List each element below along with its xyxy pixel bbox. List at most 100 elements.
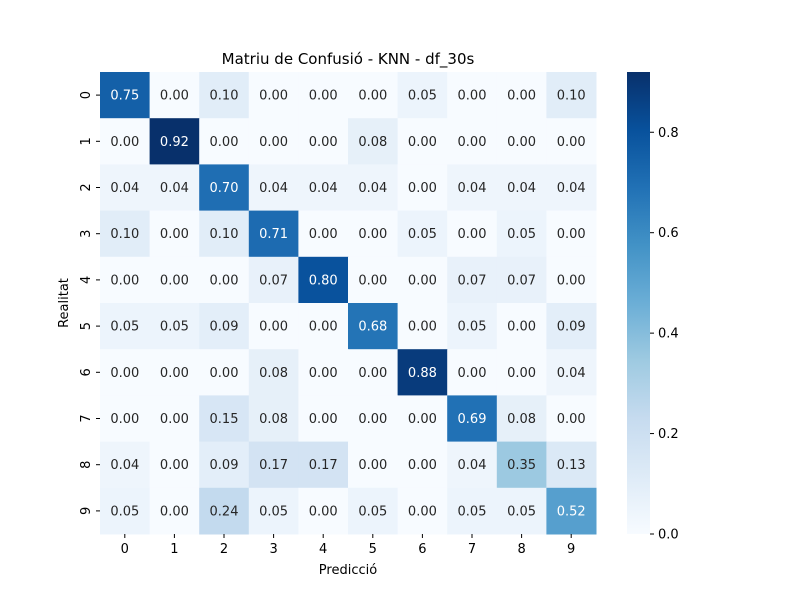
heatmap-cell — [348, 395, 399, 443]
x-axis-ticks: 0 1 2 3 4 5 6 7 8 9 — [121, 534, 575, 557]
heatmap-cell — [248, 395, 299, 443]
cell-value-label: 0.00 — [507, 135, 536, 150]
cell-value-label: 0.00 — [507, 320, 536, 335]
cell-value-label: 0.00 — [110, 135, 139, 150]
cell-value-label: 0.05 — [507, 504, 536, 519]
x-tick-label: 6 — [418, 542, 426, 557]
cell-value-label: 0.05 — [458, 320, 487, 335]
cell-value-label: 0.70 — [210, 181, 239, 196]
heatmap-cell — [298, 256, 349, 304]
heatmap-cells: 0.75 0.00 0.10 0.00 0.00 0.00 0.05 0.00 0.00 0.10… — [100, 72, 597, 535]
cell-value-label: 0.00 — [309, 227, 338, 242]
cell-value-label: 0.00 — [408, 181, 437, 196]
heatmap-cell — [348, 210, 399, 258]
cell-value-label: 0.00 — [507, 89, 536, 104]
heatmap-cell — [100, 487, 151, 535]
cell-value-label: 0.00 — [557, 273, 586, 288]
cell-value-label: 0.09 — [557, 320, 586, 335]
heatmap-cell — [298, 72, 349, 119]
cell-value-label: 0.00 — [408, 412, 437, 427]
x-tick-label: 2 — [220, 542, 228, 557]
heatmap-cell — [248, 303, 299, 350]
colorbar — [627, 72, 650, 534]
cell-value-label: 0.05 — [110, 504, 139, 519]
heatmap-cell — [298, 164, 349, 212]
heatmap-cell — [397, 164, 448, 212]
cell-value-label: 0.00 — [309, 366, 338, 381]
y-tick-label: 9 — [79, 507, 94, 515]
heatmap-cell — [447, 256, 498, 304]
heatmap-cell — [397, 72, 448, 119]
heatmap-cell — [248, 441, 299, 489]
heatmap-cell — [298, 487, 349, 535]
cell-value-label: 0.75 — [110, 89, 139, 104]
heatmap-cell — [348, 303, 399, 350]
cell-value-label: 0.00 — [259, 320, 288, 335]
cell-value-label: 0.10 — [110, 227, 139, 242]
heatmap-cell — [397, 395, 448, 443]
heatmap-cell — [248, 164, 299, 212]
heatmap-cell — [149, 164, 200, 212]
cell-value-label: 0.04 — [557, 181, 586, 196]
heatmap-cell — [447, 210, 498, 258]
heatmap-cell — [348, 72, 399, 119]
cell-value-label: 0.00 — [458, 366, 487, 381]
cell-value-label: 0.04 — [110, 458, 139, 473]
heatmap-cell — [546, 256, 597, 304]
cell-value-label: 0.00 — [507, 366, 536, 381]
heatmap-cell — [199, 164, 250, 212]
cell-value-label: 0.00 — [458, 89, 487, 104]
cell-value-label: 0.07 — [507, 273, 536, 288]
heatmap-cell — [248, 210, 299, 258]
x-tick-label: 4 — [319, 542, 327, 557]
heatmap-cell — [100, 349, 151, 396]
heatmap-cell — [149, 303, 200, 350]
cell-value-label: 0.00 — [458, 135, 487, 150]
colorbar-tick-label: 0.4 — [658, 327, 679, 342]
heatmap-cell — [248, 349, 299, 396]
heatmap-cell — [149, 395, 200, 443]
cell-value-label: 0.00 — [358, 273, 387, 288]
heatmap-cell — [397, 210, 448, 258]
cell-value-label: 0.10 — [557, 89, 586, 104]
heatmap-cell — [496, 210, 547, 258]
y-tick-label: 3 — [79, 230, 94, 238]
cell-value-label: 0.00 — [358, 227, 387, 242]
heatmap-cell — [199, 118, 250, 165]
cell-value-label: 0.00 — [309, 504, 338, 519]
heatmap-cell — [397, 256, 448, 304]
cell-value-label: 0.04 — [160, 181, 189, 196]
y-tick-label: 8 — [79, 461, 94, 469]
cell-value-label: 0.04 — [358, 181, 387, 196]
heatmap-cell — [100, 256, 151, 304]
heatmap-cell — [149, 256, 200, 304]
cell-value-label: 0.24 — [210, 504, 239, 519]
cell-value-label: 0.04 — [458, 181, 487, 196]
heatmap-cell — [496, 72, 547, 119]
heatmap-cell — [496, 303, 547, 350]
cell-value-label: 0.04 — [557, 366, 586, 381]
cell-value-label: 0.00 — [408, 135, 437, 150]
cell-value-label: 0.05 — [507, 227, 536, 242]
cell-value-label: 0.04 — [259, 181, 288, 196]
heatmap-cell — [447, 487, 498, 535]
cell-value-label: 0.05 — [358, 504, 387, 519]
y-axis-ticks: 0 1 2 3 4 5 6 7 8 9 — [79, 91, 100, 515]
cell-value-label: 0.00 — [358, 458, 387, 473]
colorbar-tick-label: 0.6 — [658, 226, 679, 241]
heatmap-cell — [546, 303, 597, 350]
heatmap-cell — [348, 487, 399, 535]
heatmap-cell — [397, 487, 448, 535]
heatmap-cell — [149, 441, 200, 489]
cell-value-label: 0.00 — [458, 227, 487, 242]
heatmap-cell — [199, 441, 250, 489]
cell-value-label: 0.00 — [160, 458, 189, 473]
heatmap-cell — [149, 72, 200, 119]
heatmap-cell — [298, 349, 349, 396]
cell-value-label: 0.52 — [557, 504, 586, 519]
chart-title: Matriu de Confusió - KNN - df_30s — [222, 50, 475, 69]
colorbar-ticks: 0.0 0.2 0.4 0.6 0.8 — [650, 126, 679, 543]
heatmap-cell — [447, 118, 498, 165]
y-tick-label: 6 — [79, 368, 94, 376]
